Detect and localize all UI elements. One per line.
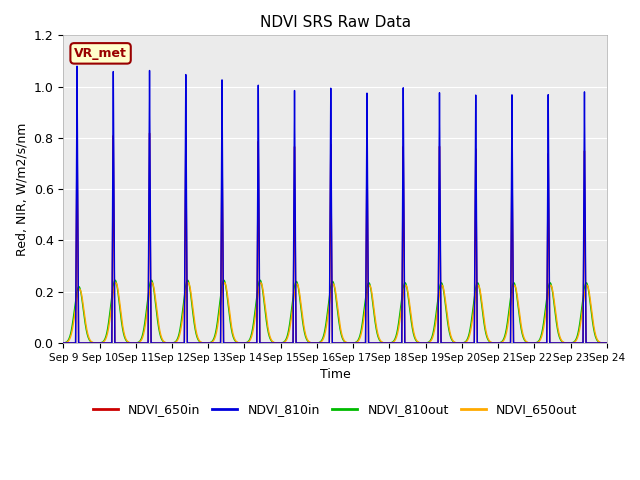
X-axis label: Time: Time bbox=[320, 368, 351, 381]
Y-axis label: Red, NIR, W/m2/s/nm: Red, NIR, W/m2/s/nm bbox=[15, 122, 28, 256]
Text: VR_met: VR_met bbox=[74, 47, 127, 60]
Title: NDVI SRS Raw Data: NDVI SRS Raw Data bbox=[260, 15, 411, 30]
Legend: NDVI_650in, NDVI_810in, NDVI_810out, NDVI_650out: NDVI_650in, NDVI_810in, NDVI_810out, NDV… bbox=[88, 398, 582, 421]
